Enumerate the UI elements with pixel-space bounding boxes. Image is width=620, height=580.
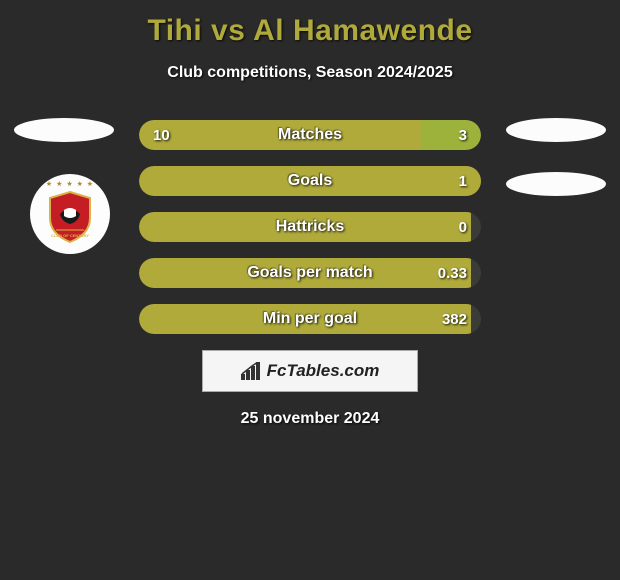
brand-box: FcTables.com <box>202 350 418 392</box>
stat-bar-right <box>421 120 481 150</box>
stat-value-right: 382 <box>442 311 467 328</box>
team-badge: ★ ★ ★ ★ ★ CLUB OF CENTURY <box>30 174 110 254</box>
stat-label: Matches <box>278 126 342 144</box>
stat-label: Hattricks <box>276 218 344 236</box>
stat-label: Goals <box>288 172 332 190</box>
stat-row: Goals per match 0.33 <box>139 258 481 288</box>
chart-area: ★ ★ ★ ★ ★ CLUB OF CENTURY 10Matches3Goal… <box>0 120 620 428</box>
stat-row: Hattricks 0 <box>139 212 481 242</box>
brand-chart-icon <box>241 362 263 380</box>
stat-row: Min per goal 382 <box>139 304 481 334</box>
placeholder-ellipse <box>506 172 606 196</box>
stat-value-right: 1 <box>459 173 467 190</box>
stat-value-right: 0.33 <box>438 265 467 282</box>
page-title: Tihi vs Al Hamawende <box>0 0 620 48</box>
placeholder-ellipse <box>506 118 606 142</box>
stat-bar-right <box>471 166 481 196</box>
right-placeholder-stack <box>506 118 606 226</box>
stat-label: Min per goal <box>263 310 357 328</box>
stat-value-right: 0 <box>459 219 467 236</box>
comparison-bars: 10 Matches 3 Goals 1 Hattricks 0 Goals per matc… <box>139 120 481 334</box>
left-placeholder-stack <box>14 118 114 172</box>
stat-row: 10 Matches 3 <box>139 120 481 150</box>
date-text: 25 november 2024 <box>0 410 620 428</box>
placeholder-ellipse <box>14 118 114 142</box>
subtitle: Club competitions, Season 2024/2025 <box>0 64 620 82</box>
brand-text: FcTables.com <box>267 361 380 381</box>
stat-label: Goals per match <box>247 264 372 282</box>
stat-value-right: 3 <box>459 127 467 144</box>
stat-row: Goals 1 <box>139 166 481 196</box>
svg-text:CLUB OF CENTURY: CLUB OF CENTURY <box>51 233 89 238</box>
stat-value-left: 10 <box>153 127 170 144</box>
badge-stars-icon: ★ ★ ★ ★ ★ <box>46 180 94 188</box>
shield-icon: CLUB OF CENTURY <box>46 190 94 244</box>
